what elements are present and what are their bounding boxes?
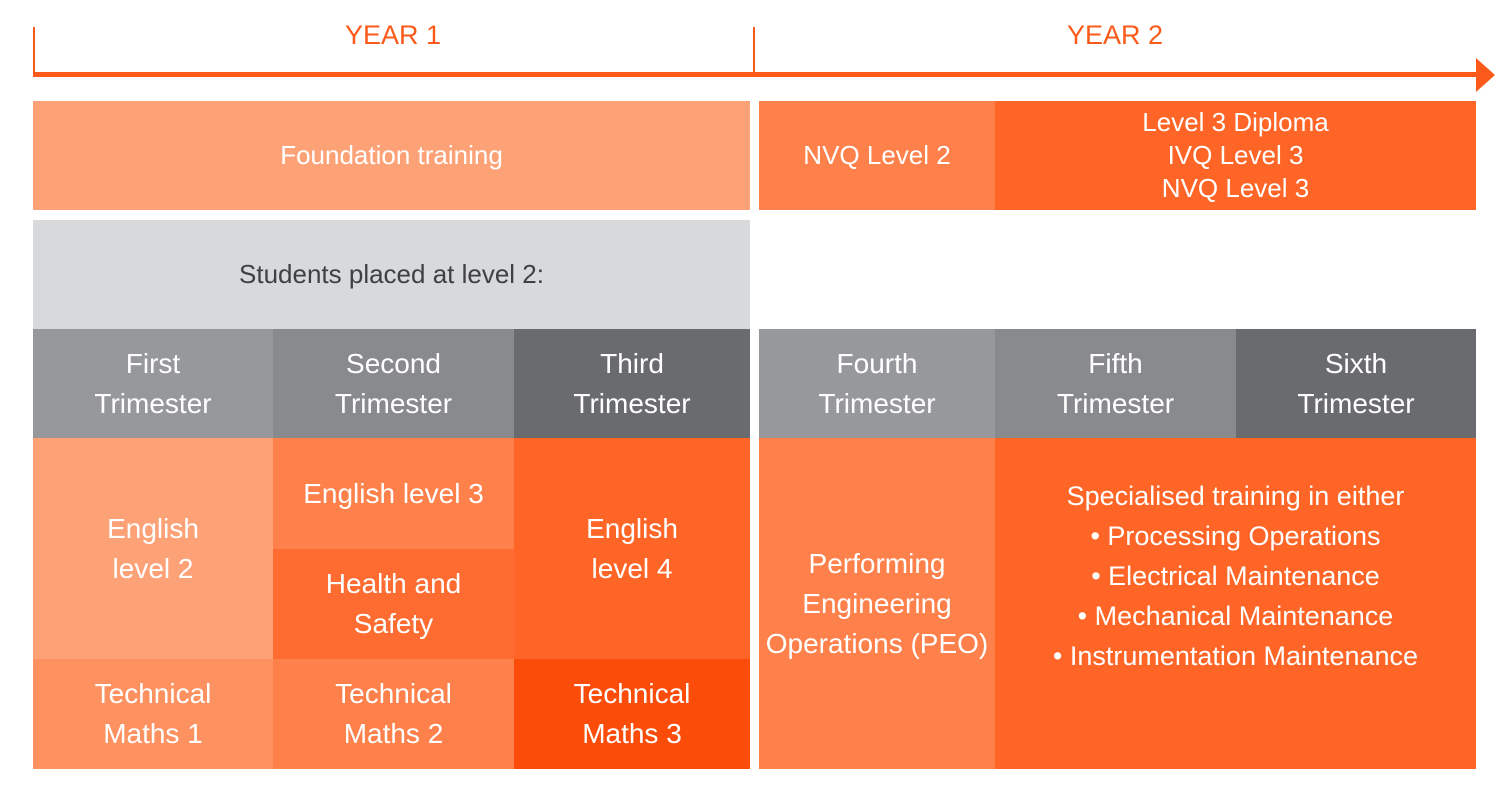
module-peo: Performing Engineering Operations (PEO) (759, 438, 995, 769)
foundation-training-block: Foundation training (33, 101, 750, 210)
module-english-level-3: English level 3 (273, 438, 514, 549)
year-2-label: YEAR 2 (1066, 20, 1164, 50)
module-english-level-4: English level 4 (514, 438, 750, 659)
module-english-level-2: English level 2 (33, 438, 273, 659)
timeline-line (33, 72, 1481, 77)
module-health-and-safety: Health and Safety (273, 549, 514, 659)
placement-note: Students placed at level 2: (33, 220, 750, 329)
level-3-qualifications-block: Level 3 Diploma IVQ Level 3 NVQ Level 3 (995, 101, 1476, 210)
year1-start-tick (33, 27, 35, 75)
trimester-header-third: Third Trimester (514, 329, 750, 438)
trimester-header-fifth: Fifth Trimester (995, 329, 1236, 438)
module-technical-maths-3: Technical Maths 3 (514, 659, 750, 769)
module-technical-maths-2: Technical Maths 2 (273, 659, 514, 769)
trimester-header-second: Second Trimester (273, 329, 514, 438)
nvq-level-2-block: NVQ Level 2 (759, 101, 995, 210)
year-1-label: YEAR 1 (344, 20, 442, 50)
trimester-header-first: First Trimester (33, 329, 273, 438)
module-specialised-training: Specialised training in either • Process… (995, 438, 1476, 769)
trimester-header-fourth: Fourth Trimester (759, 329, 995, 438)
module-technical-maths-1: Technical Maths 1 (33, 659, 273, 769)
arrow-right-icon (1476, 58, 1495, 92)
year-divider-tick (753, 27, 755, 75)
trimester-header-sixth: Sixth Trimester (1236, 329, 1476, 438)
